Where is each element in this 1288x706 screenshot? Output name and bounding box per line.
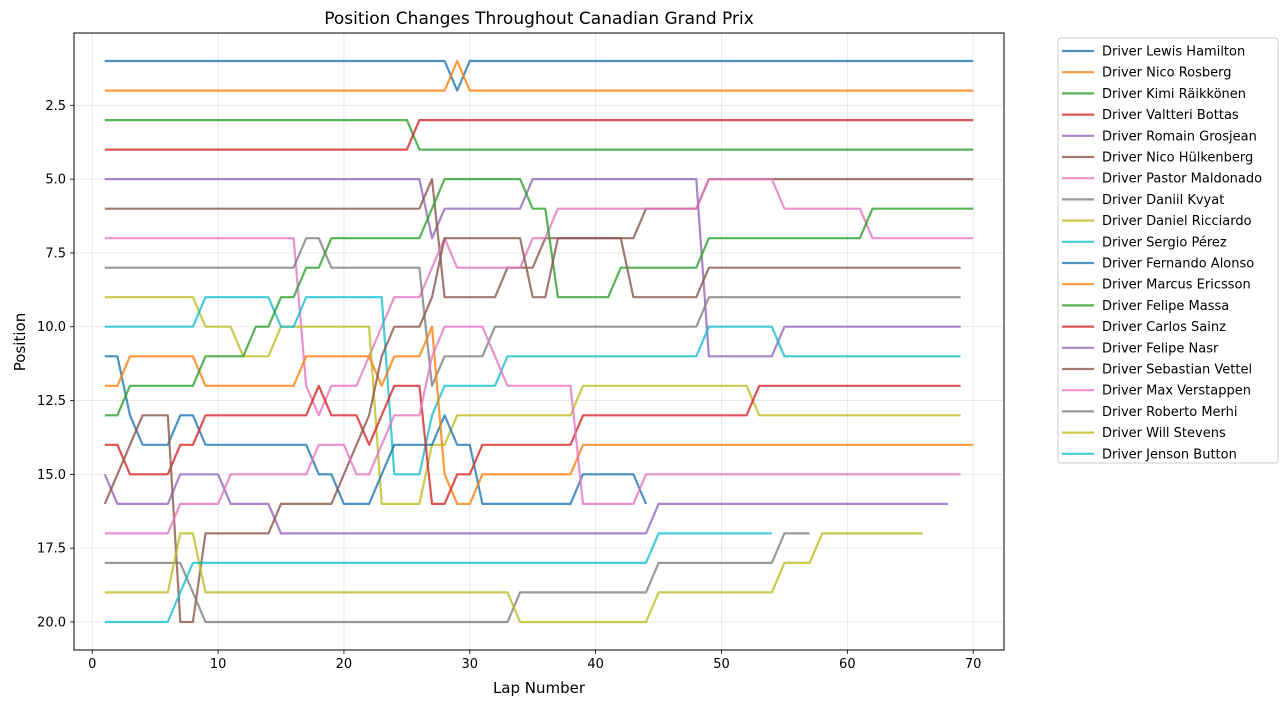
series-line xyxy=(104,384,961,505)
legend-label: Driver Jenson Button xyxy=(1102,447,1237,462)
x-tick-label: 30 xyxy=(462,657,479,672)
chart-title: Position Changes Throughout Canadian Gra… xyxy=(324,9,754,29)
y-tick-label: 12.5 xyxy=(37,394,66,409)
y-tick-label: 10.0 xyxy=(37,320,66,335)
series-line xyxy=(104,532,923,624)
legend-label: Driver Sergio Pérez xyxy=(1102,235,1227,250)
series-line xyxy=(104,325,974,505)
legend-label: Driver Sebastian Vettel xyxy=(1102,363,1252,378)
y-tick-label: 5.0 xyxy=(45,173,66,188)
series-line xyxy=(104,59,974,92)
legend-label: Driver Romain Grosjean xyxy=(1102,129,1257,144)
x-axis-ticks: 0 10 20 30 40 50 60 70 xyxy=(88,650,981,672)
series-line xyxy=(104,59,974,92)
series-line xyxy=(104,119,974,151)
legend-label: Driver Fernando Alonso xyxy=(1102,257,1254,272)
legend-label: Driver Felipe Massa xyxy=(1102,299,1229,314)
legend: Driver Lewis Hamilton Driver Nico Rosberg… xyxy=(1057,37,1279,464)
series-line xyxy=(104,237,961,387)
x-tick-label: 20 xyxy=(336,657,353,672)
series-lines xyxy=(103,59,974,624)
x-tick-label: 60 xyxy=(839,657,856,672)
legend-label: Driver Will Stevens xyxy=(1102,426,1226,441)
y-tick-label: 7.5 xyxy=(45,246,66,261)
legend-label: Driver Marcus Ericsson xyxy=(1102,278,1251,293)
series-line xyxy=(104,296,961,505)
legend-label: Driver Roberto Merhi xyxy=(1102,405,1238,420)
series-line xyxy=(104,178,974,417)
series-line xyxy=(104,325,961,535)
y-tick-label: 2.5 xyxy=(45,99,66,114)
y-axis-ticks: 2.5 5.0 7.5 10.0 12.5 15.0 17.5 20.0 xyxy=(37,99,74,630)
legend-label: Driver Kimi Räikkönen xyxy=(1102,87,1246,102)
x-tick-label: 40 xyxy=(587,657,604,672)
series-line xyxy=(104,532,772,624)
series-line xyxy=(104,532,810,624)
gridlines xyxy=(74,33,1004,650)
series-line xyxy=(103,237,961,624)
series-line xyxy=(103,473,948,535)
legend-box xyxy=(1057,37,1279,464)
legend-items: Driver Lewis Hamilton Driver Nico Rosberg… xyxy=(1062,45,1262,462)
legend-label: Driver Lewis Hamilton xyxy=(1102,45,1245,60)
y-tick-label: 17.5 xyxy=(37,542,66,557)
series-line xyxy=(104,119,974,151)
x-tick-label: 10 xyxy=(210,657,227,672)
x-tick-label: 50 xyxy=(713,657,730,672)
series-line xyxy=(104,178,974,417)
x-tick-label: 0 xyxy=(88,657,96,672)
plot-frame xyxy=(73,32,1005,651)
legend-label: Driver Felipe Nasr xyxy=(1102,341,1219,356)
x-tick-label: 70 xyxy=(965,657,982,672)
series-line xyxy=(104,355,648,505)
y-tick-label: 20.0 xyxy=(37,615,66,630)
legend-label: Driver Max Verstappen xyxy=(1102,384,1251,399)
legend-label: Driver Nico Rosberg xyxy=(1102,66,1232,81)
legend-label: Driver Daniel Ricciardo xyxy=(1102,214,1252,229)
legend-label: Driver Pastor Maldonado xyxy=(1102,172,1262,187)
y-axis-label: Position xyxy=(11,313,29,371)
legend-label: Driver Valtteri Bottas xyxy=(1102,108,1239,123)
legend-label: Driver Carlos Sainz xyxy=(1102,320,1226,335)
series-line xyxy=(104,296,961,476)
x-axis-label: Lap Number xyxy=(493,679,586,697)
legend-label: Driver Nico Hülkenberg xyxy=(1102,151,1253,166)
legend-label: Driver Daniil Kvyat xyxy=(1102,193,1224,208)
y-tick-label: 15.0 xyxy=(37,468,66,483)
